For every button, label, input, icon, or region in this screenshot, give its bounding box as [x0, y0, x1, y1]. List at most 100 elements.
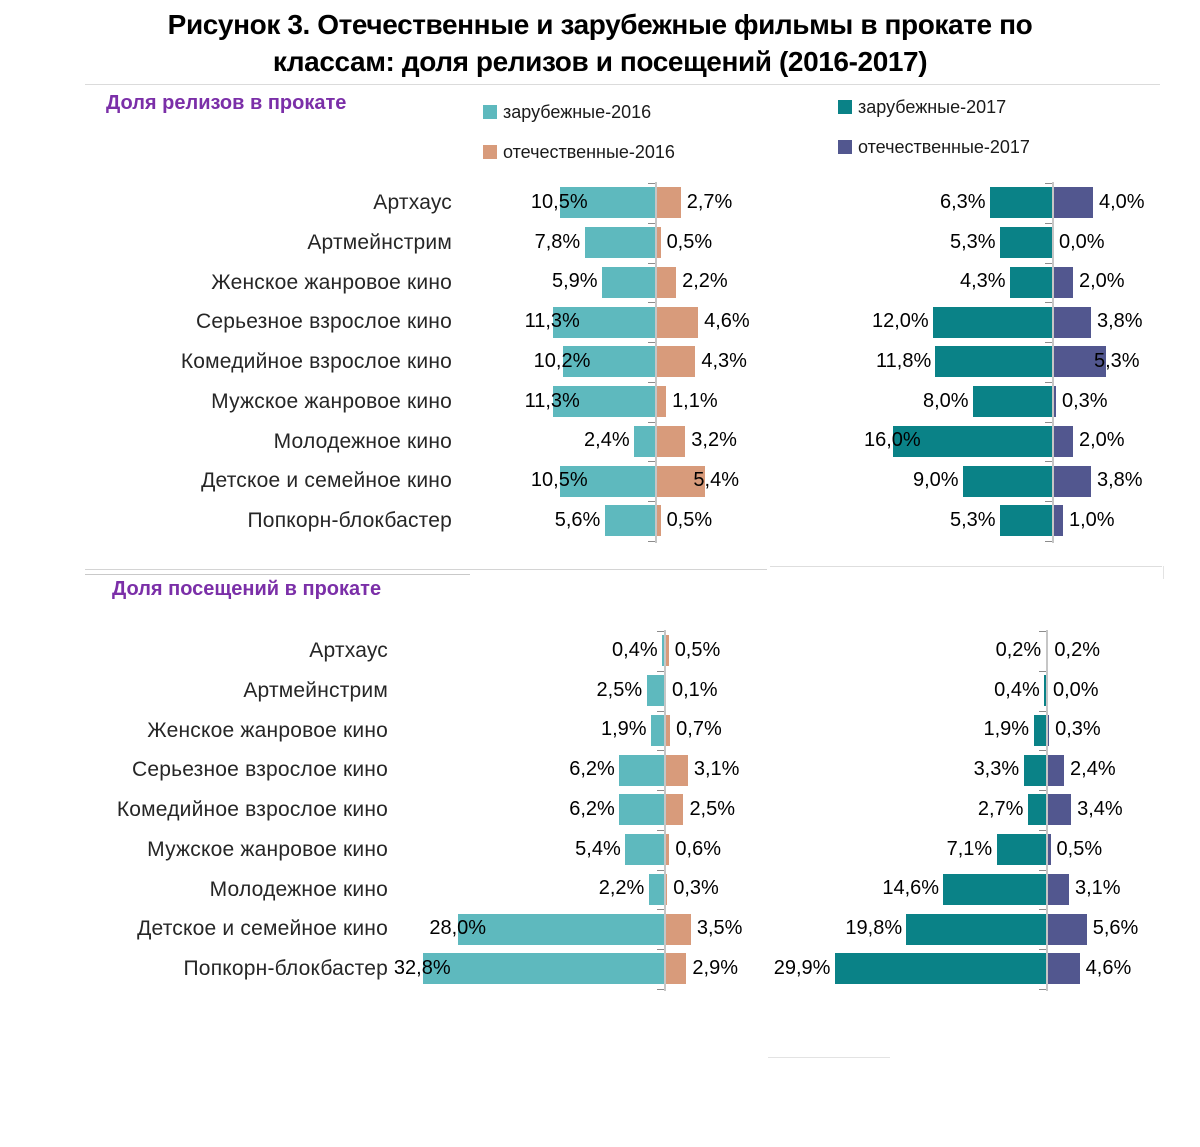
value-label-foreign_2017: 12,0% [872, 310, 929, 333]
legend-swatch-foreign-2017-icon [838, 100, 852, 114]
axis-tick [1045, 421, 1052, 423]
bar-domestic_2016 [665, 714, 671, 746]
value-label-foreign_2016: 32,8% [393, 956, 451, 979]
axis-line [1046, 630, 1048, 991]
value-label-domestic_2016: 4,3% [701, 349, 747, 372]
bar-domestic_2016 [665, 635, 669, 667]
value-label-foreign_2017: 8,0% [923, 389, 969, 412]
bar-domestic_2016 [665, 754, 688, 786]
axis-tick [657, 790, 664, 792]
axis-tick [657, 949, 664, 951]
value-label-domestic_2016: 0,6% [675, 837, 722, 860]
legend-label-domestic-2017: отечественные-2017 [858, 136, 1030, 157]
value-label-domestic_2017: 0,3% [1062, 389, 1108, 412]
value-label-foreign_2017: 2,7% [977, 797, 1024, 820]
value-label-domestic_2017: 3,1% [1075, 877, 1121, 900]
divider-line [85, 574, 470, 575]
legend-item-domestic-2017: отечественные-2017 [838, 136, 1030, 158]
bar-foreign_2016 [619, 754, 665, 786]
bar-domestic_2017 [1047, 834, 1051, 866]
value-label-domestic_2017: 2,4% [1070, 758, 1116, 781]
bar-foreign_2016 [602, 266, 656, 298]
value-label-foreign_2017: 0,2% [995, 638, 1042, 661]
legend-item-foreign-2016: зарубежные-2016 [483, 101, 651, 123]
bar-foreign_2017 [893, 425, 1053, 457]
value-label-domestic_2017: 0,5% [1056, 837, 1103, 860]
divider-line [85, 569, 767, 570]
axis-tick [657, 631, 664, 633]
category-label: Женское жанровое кино [147, 718, 388, 742]
bar-foreign_2017 [943, 873, 1047, 905]
axis-tick [657, 750, 664, 752]
bar-domestic_2017 [1053, 266, 1073, 298]
bar-domestic_2017 [1047, 873, 1069, 905]
value-label-foreign_2016: 0,4% [612, 638, 658, 661]
value-label-domestic_2017: 2,0% [1079, 270, 1125, 293]
legend-swatch-foreign-2016-icon [483, 105, 497, 119]
category-label: Женское жанровое кино [211, 270, 452, 294]
bar-domestic_2016 [656, 187, 681, 219]
bar-domestic_2016 [656, 266, 677, 298]
axis-tick [657, 988, 664, 990]
category-label: Мужское жанровое кино [147, 837, 388, 861]
legend-label-domestic-2016: отечественные-2016 [503, 141, 675, 162]
legend-item-foreign-2017: зарубежные-2017 [838, 96, 1006, 118]
value-label-domestic_2017: 3,4% [1077, 797, 1123, 820]
value-label-foreign_2017: 7,1% [946, 837, 993, 860]
axis-tick [1039, 869, 1046, 871]
bar-foreign_2017 [1044, 675, 1047, 707]
value-label-domestic_2016: 3,5% [696, 917, 743, 940]
bar-domestic_2016 [665, 953, 687, 985]
legend-label-foreign-2017: зарубежные-2017 [858, 96, 1007, 117]
category-label: Артмейнстрим [243, 678, 388, 702]
bar-foreign_2016 [625, 834, 665, 866]
bar-foreign_2016 [648, 873, 665, 905]
value-label-foreign_2017: 0,4% [994, 678, 1040, 701]
value-label-foreign_2016: 11,3% [524, 389, 580, 412]
axis-tick [1039, 670, 1046, 672]
bar-foreign_2017 [1000, 227, 1053, 259]
divider-line [770, 566, 1162, 567]
axis-tick [648, 461, 655, 463]
value-label-foreign_2017: 3,3% [973, 758, 1020, 781]
axis-tick [1045, 501, 1052, 503]
value-label-domestic_2017: 5,3% [1094, 349, 1140, 372]
category-label: Детское и семейное кино [137, 917, 388, 941]
bar-domestic_2016 [665, 873, 668, 905]
bar-foreign_2017 [834, 953, 1047, 985]
category-label: Комедийное взрослое кино [180, 350, 452, 374]
value-label-foreign_2017: 1,9% [983, 718, 1030, 741]
category-label: Артмейнстрим [307, 230, 452, 254]
legend-swatch-domestic-2017-icon [838, 140, 852, 154]
bar-domestic_2017 [1053, 187, 1093, 219]
value-label-domestic_2016: 1,1% [672, 389, 718, 412]
bar-domestic_2016 [665, 794, 684, 826]
figure-title-line2: классам: доля релизов и посещений (2016-… [272, 46, 928, 77]
bar-domestic_2017 [1053, 505, 1063, 537]
bar-foreign_2017 [996, 834, 1047, 866]
bar-foreign_2016 [650, 714, 665, 746]
value-label-foreign_2016: 2,4% [584, 429, 630, 452]
bar-domestic_2016 [665, 913, 691, 945]
value-label-foreign_2016: 2,5% [596, 678, 643, 701]
bar-domestic_2016 [656, 386, 667, 418]
bar-domestic_2016 [656, 425, 686, 457]
bar-domestic_2016 [656, 505, 661, 537]
value-label-domestic_2017: 4,6% [1085, 956, 1132, 979]
axis-tick [1045, 461, 1052, 463]
value-label-foreign_2017: 14,6% [882, 877, 940, 900]
bar-foreign_2016 [559, 465, 656, 497]
axis-tick [648, 501, 655, 503]
value-label-foreign_2017: 5,3% [950, 230, 996, 253]
category-label: Серьезное взрослое кино [196, 310, 452, 334]
value-label-foreign_2016: 2,2% [598, 877, 645, 900]
axis-tick [1045, 183, 1052, 185]
value-label-domestic_2016: 3,2% [691, 429, 737, 452]
category-label: Детское и семейное кино [201, 469, 452, 493]
value-label-foreign_2016: 5,4% [575, 837, 621, 860]
value-label-domestic_2016: 0,3% [673, 877, 719, 900]
axis-tick [648, 540, 655, 542]
divider-line [768, 1057, 890, 1058]
bar-foreign_2016 [584, 227, 656, 259]
axis-tick [1039, 829, 1046, 831]
